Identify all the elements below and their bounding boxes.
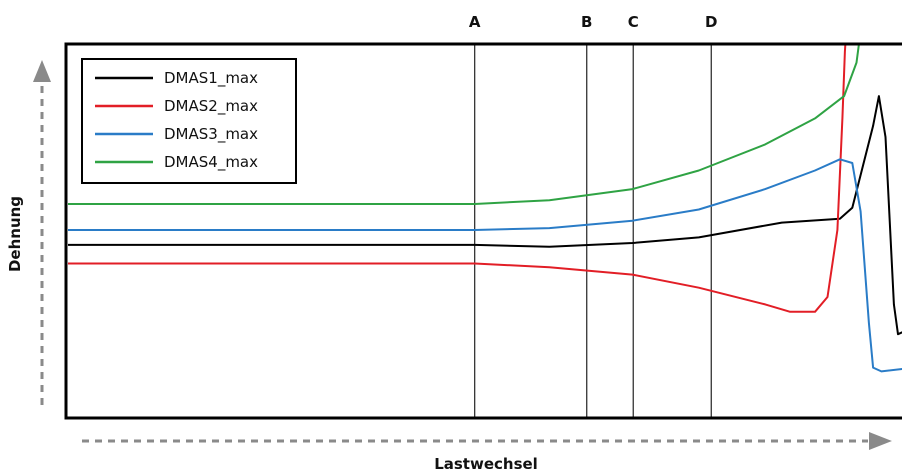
legend: DMAS1_max DMAS2_max DMAS3_max DMAS4_max	[81, 58, 297, 184]
legend-label-dmas2_max: DMAS2_max	[164, 97, 258, 116]
marker-lines	[474, 44, 712, 418]
marker-labels: A B C D	[469, 13, 718, 31]
x-axis-arrow	[82, 432, 892, 450]
series-line-dmas1_max	[68, 95, 902, 336]
legend-label-dmas3_max: DMAS3_max	[164, 125, 258, 144]
series-group	[68, 44, 902, 373]
series-line-dmas2_max	[68, 44, 847, 313]
series-line-dmas3_max	[68, 158, 902, 373]
y-axis-arrow	[33, 60, 51, 405]
plot-frame	[64, 42, 902, 420]
series-line-dmas4_max	[68, 44, 860, 205]
y-axis-label: Dehnung	[6, 196, 24, 272]
legend-label-dmas1_max: DMAS1_max	[164, 69, 258, 88]
marker-label-b: B	[581, 13, 592, 31]
marker-label-c: C	[628, 13, 639, 31]
x-axis-label: Lastwechsel	[434, 455, 538, 472]
marker-label-a: A	[469, 13, 481, 31]
legend-label-dmas4_max: DMAS4_max	[164, 153, 258, 172]
marker-label-d: D	[705, 13, 717, 31]
